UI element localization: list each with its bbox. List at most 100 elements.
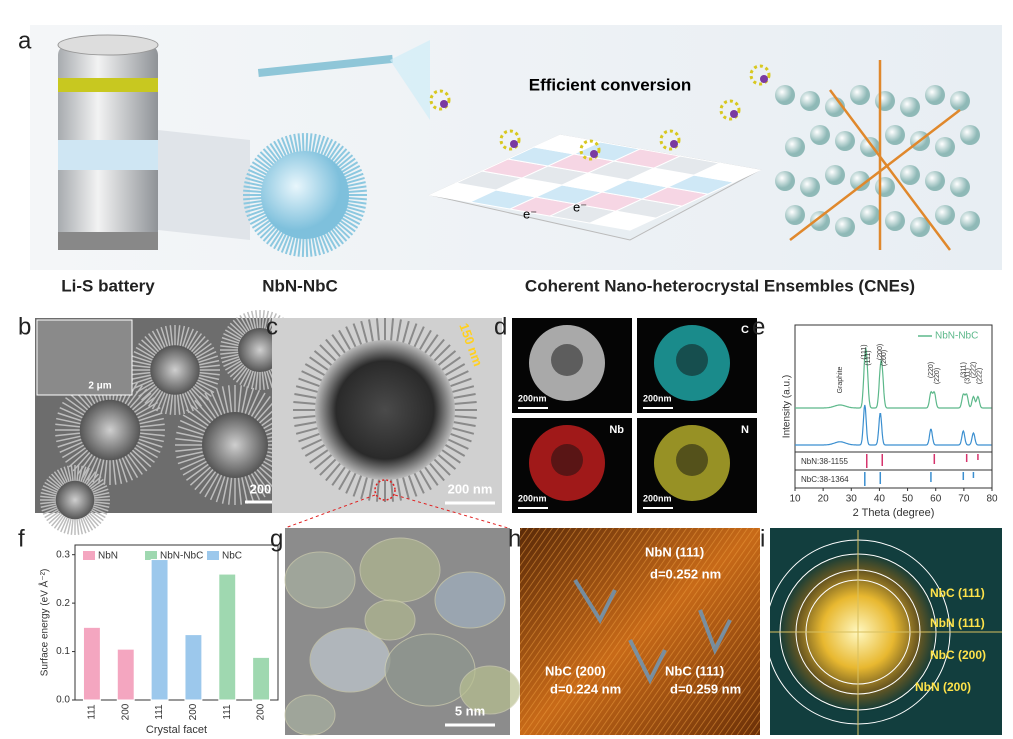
caption: Li-S battery xyxy=(61,276,155,295)
sphere xyxy=(775,85,795,105)
bar xyxy=(82,626,101,701)
annotation: Graphite xyxy=(837,366,844,393)
lattice-label: NbC (200) xyxy=(545,663,606,678)
peak-label: (311) xyxy=(961,362,968,378)
xrd-curve xyxy=(795,404,992,446)
y-tick-label: 0.3 xyxy=(56,549,70,560)
sphere xyxy=(875,177,895,197)
ring-label: NbC (200) xyxy=(930,648,986,662)
polysulfide xyxy=(579,139,601,161)
urchin xyxy=(243,133,367,257)
panel-letters: a b c d e f g h i xyxy=(18,27,765,552)
scale-bar-label: 200nm xyxy=(643,393,672,403)
sem-inset xyxy=(36,319,133,396)
sulfur xyxy=(510,140,518,148)
tem-particle xyxy=(293,318,477,502)
x-tick-label: 111 xyxy=(154,704,165,720)
lattice-fringes xyxy=(520,528,760,735)
xrd-chart: 10 20 30 40 50 60 70 80 2 Theta (degree) Intensit… xyxy=(782,324,998,519)
sphere xyxy=(950,91,970,111)
scale-bar-label: 200nm xyxy=(518,393,547,403)
lattice-label: d=0.259 nm xyxy=(670,681,741,696)
panel-letter: i xyxy=(760,525,765,552)
panel-a-title: Efficient conversion xyxy=(529,75,691,94)
sphere xyxy=(785,205,805,225)
zoom-line xyxy=(284,494,376,529)
reference-label: NbC:38-1364 xyxy=(801,475,849,484)
panel-letter: e xyxy=(752,313,765,340)
sphere xyxy=(835,131,855,151)
legend-label: NbN xyxy=(98,551,118,562)
bar-chart: 0.0 0.1 0.2 0.3 Surface energy (eV Å⁻²) 111 20… xyxy=(38,544,279,736)
lattice-label: d=0.224 nm xyxy=(550,681,621,696)
lattice-label: d=0.252 nm xyxy=(650,566,721,581)
x-tick-label: 200 xyxy=(120,703,131,720)
legend-swatch xyxy=(207,551,219,560)
bar xyxy=(116,648,135,701)
peak-label: (222) xyxy=(976,368,983,384)
crystal-spheres xyxy=(775,60,980,251)
y-tick-label: 0.0 xyxy=(56,695,70,706)
map-hollow xyxy=(551,444,583,476)
core xyxy=(261,151,349,239)
light xyxy=(390,40,430,120)
ring-label: NbN (200) xyxy=(915,680,971,694)
x-tick-label: 50 xyxy=(902,494,914,505)
y-axis-label: Surface energy (eV Å⁻²) xyxy=(38,569,51,677)
legend-label: NbC xyxy=(222,551,242,562)
lattice-label: NbN (111) xyxy=(645,544,704,559)
bar xyxy=(218,573,237,701)
beam xyxy=(158,130,250,240)
map-hollow xyxy=(676,444,708,476)
polysulfide xyxy=(499,129,521,151)
sulfur xyxy=(590,150,598,158)
lattice-label: NbC (111) xyxy=(665,663,724,678)
scale-bar-label: 200 nm xyxy=(448,481,493,496)
legend-swatch xyxy=(145,551,157,560)
peak-label: (111) xyxy=(861,344,868,359)
electron-label: e⁻ xyxy=(573,199,587,214)
x-tick-label: 30 xyxy=(846,494,858,505)
nanocrystals xyxy=(284,537,521,736)
peak-label: (200) xyxy=(881,350,888,366)
boundary xyxy=(789,109,961,241)
x-axis-label: 2 Theta (degree) xyxy=(853,507,935,519)
sem-core xyxy=(55,480,95,520)
electron-label: e⁻ xyxy=(523,206,537,221)
eds-maps: 200nm C 200nm Nb 200nm N 200nm xyxy=(512,318,757,513)
sphere xyxy=(950,177,970,197)
crystal xyxy=(364,599,416,641)
grain-marker xyxy=(573,578,617,625)
panel-letter: c xyxy=(266,313,278,340)
sem-core xyxy=(202,412,268,478)
grain-marker xyxy=(698,609,732,655)
y-tick-label: 0.1 xyxy=(56,646,70,657)
x-tick-label: 200 xyxy=(188,703,199,720)
legend-label: NbN-NbC xyxy=(160,551,203,562)
sphere xyxy=(800,91,820,111)
peak-label: (311) xyxy=(965,368,972,384)
sphere xyxy=(910,217,930,237)
tile xyxy=(692,162,762,183)
sphere xyxy=(835,217,855,237)
sphere xyxy=(935,137,955,157)
peak-label: (200) xyxy=(877,344,884,360)
peak-label: (220) xyxy=(928,362,935,378)
x-tick-label: 10 xyxy=(789,494,801,505)
x-tick-label: 200 xyxy=(256,703,267,720)
sem-core xyxy=(79,399,141,461)
sulfur xyxy=(730,110,738,118)
sphere xyxy=(925,171,945,191)
x-tick-label: 70 xyxy=(958,494,970,505)
sphere xyxy=(960,125,980,145)
zoom-line xyxy=(394,494,509,529)
nanowire xyxy=(257,54,394,77)
x-tick-label: 111 xyxy=(87,704,98,720)
battery xyxy=(57,34,159,250)
y-axis-label: Intensity (a.u.) xyxy=(782,375,793,438)
x-tick-label: 111 xyxy=(222,704,233,720)
tem-core xyxy=(315,340,455,480)
crystal xyxy=(284,694,336,736)
scale-bar-label: 200nm xyxy=(518,493,547,503)
